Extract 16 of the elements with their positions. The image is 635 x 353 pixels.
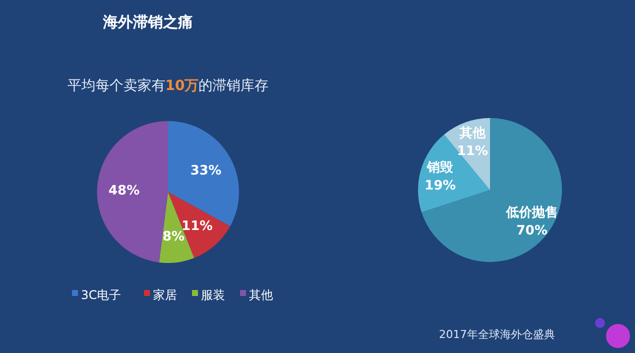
data-label: 11% bbox=[456, 144, 488, 160]
legend-label: 家居 bbox=[153, 288, 177, 302]
data-label: 48% bbox=[108, 183, 140, 198]
pie-slice bbox=[422, 118, 562, 262]
data-label: 19% bbox=[424, 178, 456, 194]
slice-label: 低价抛售 bbox=[504, 205, 558, 220]
legend-label: 服装 bbox=[201, 288, 225, 302]
text: 海外滞销之痛 bbox=[102, 13, 193, 31]
chart-title: 平均每个卖家有10万的滞销库存 bbox=[67, 78, 269, 94]
slice-label: 其他 bbox=[458, 126, 486, 142]
legend-label: 3C电子 bbox=[81, 288, 122, 302]
text: 2017年全球海外仓盛典 bbox=[439, 328, 555, 341]
data-label: 33% bbox=[190, 164, 222, 179]
legend-label: 其他 bbox=[249, 288, 273, 302]
data-label: 70% bbox=[516, 223, 548, 238]
slice-label: 销毁 bbox=[426, 160, 454, 176]
